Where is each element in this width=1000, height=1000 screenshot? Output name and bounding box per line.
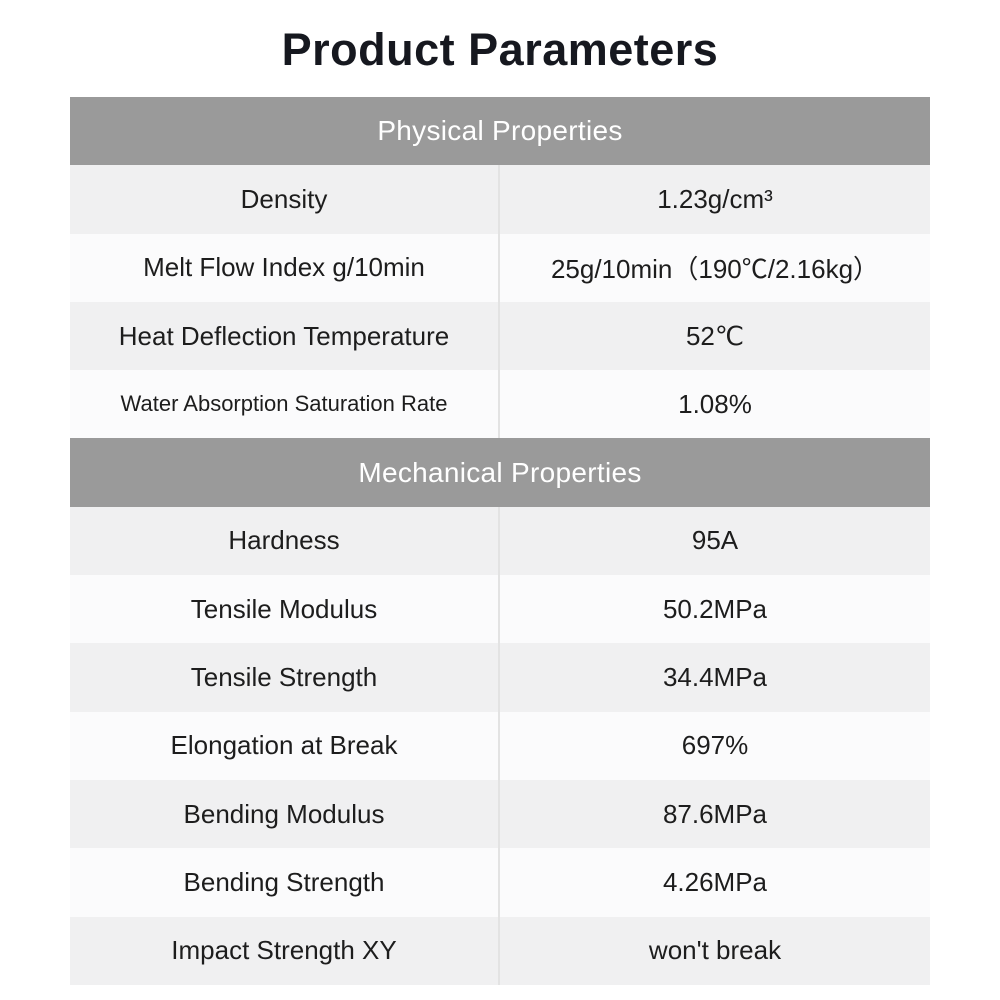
section-header: Mechanical Properties (70, 438, 930, 507)
param-value-cell: 95A (691, 525, 739, 556)
page-title: Product Parameters (281, 24, 719, 75)
table-row: Bending Modulus 87.6MPa (70, 779, 930, 849)
table-row: Heat Deflection Temperature 52℃ (70, 301, 930, 371)
param-name-cell: Impact Strength XY (70, 916, 500, 985)
param-value-cell: 52℃ (685, 320, 745, 351)
table-row: Tensile Modulus 50.2MPa (70, 575, 930, 644)
table-row: Bending Strength 4.26MPa (70, 848, 930, 917)
table-row: Elongation at Break 697% (70, 711, 930, 780)
table-row: Hardness 95A (70, 506, 930, 576)
param-value-cell: 50.2MPa (662, 593, 768, 624)
param-name-cell: Bending Modulus (70, 779, 500, 849)
table-row: Tensile Strength 34.4MPa (70, 643, 930, 712)
param-value-cell: won't break (648, 935, 782, 966)
table-row: Melt Flow Index g/10min 25g/10min（190℃/2.… (70, 233, 930, 302)
param-name-cell: Melt Flow Index g/10min (70, 233, 500, 302)
param-value-cell: 1.23g/cm³ (657, 183, 773, 214)
param-value-cell: 1.08% (678, 388, 752, 419)
param-name-cell: Hardness (70, 506, 500, 576)
section-header: Physical Properties (70, 97, 930, 166)
param-name-cell: Tensile Modulus (70, 575, 500, 644)
param-name-cell: Heat Deflection Temperature (70, 301, 500, 371)
param-name-cell: Bending Strength (70, 848, 500, 917)
param-name-cell: Density (70, 165, 500, 234)
param-value-cell: 34.4MPa (662, 662, 768, 693)
table-row: Impact Strength XY won't break (70, 916, 930, 985)
param-name-cell: Tensile Strength (70, 643, 500, 712)
param-value-cell: 87.6MPa (662, 798, 768, 829)
param-name-cell: Water Absorption Saturation Rate (70, 370, 500, 439)
properties-table: Physical Properties Density 1.23g/cm³ Melt … (70, 97, 930, 985)
table-row: Water Absorption Saturation Rate 1.08% (70, 370, 930, 439)
param-value-cell: 697% (681, 730, 749, 761)
param-value-cell: 4.26MPa (662, 866, 768, 897)
table-row: Density 1.23g/cm³ (70, 165, 930, 234)
param-value-cell: 25g/10min（190℃/2.16kg） (550, 254, 880, 285)
param-name-cell: Elongation at Break (70, 711, 500, 780)
